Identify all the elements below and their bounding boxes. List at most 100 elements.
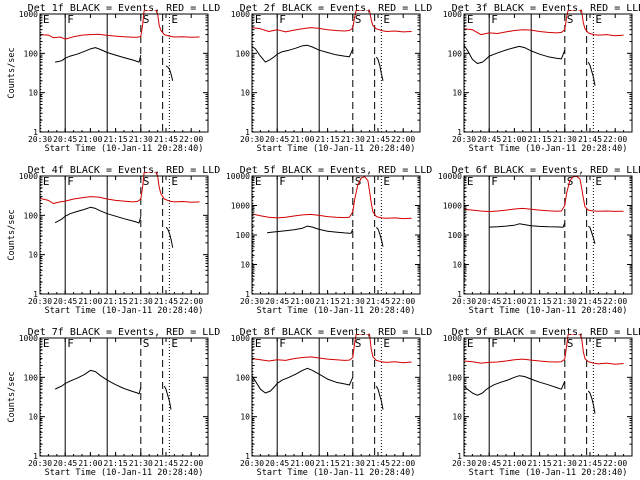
panel-7-events-line-1 [54, 369, 142, 395]
panel-9-xtick-label-4: 21:15 [528, 459, 552, 468]
panel-1-events-line-1 [55, 47, 142, 63]
panel-2-title: Det 2f BLACK = Events, RED = LLD [240, 3, 433, 14]
panel-7-xtick-label-3: 21:00 [78, 459, 102, 468]
panel-2-marker-label-4: S [355, 13, 362, 26]
panel-6-ytick-label-1: 1 [457, 290, 462, 299]
panel-9-xtick-label-5: 21:30 [553, 459, 577, 468]
panel-2-xtick-label-3: 21:00 [290, 135, 314, 144]
panel-8-marker-label-2: F [279, 337, 286, 350]
panel-1-xtick-label-6: 21:45 [154, 135, 178, 144]
panel-9-marker-label-6: E [595, 337, 602, 350]
panel-8-xtick-label-1: 20:30 [240, 459, 264, 468]
panel-2-xtick-label-7: 22:00 [391, 135, 415, 144]
panel-1-xtick-label-7: 22:00 [179, 135, 203, 144]
panel-8-xtick-label-4: 21:15 [316, 459, 340, 468]
panel-3-lld-line-3 [578, 10, 624, 37]
panel-1-xtick-label-5: 21:30 [129, 135, 153, 144]
panel-8-marker-label-1: E [255, 337, 262, 350]
panel-1-marker-label-6: E [171, 13, 178, 26]
panel-6-xlabel: Start Time (10-Jan-11 20:28:40) [469, 306, 628, 316]
panel-1-marker-label-2: F [67, 13, 74, 26]
panel-3-events-line-2 [587, 61, 596, 86]
panel-4-xtick-label-5: 21:30 [129, 297, 153, 306]
panel-3-ytick-label-1: 1 [457, 128, 462, 137]
panel-5-lld-line-1 [252, 176, 412, 220]
panel-1-ylabel: Counts/sec [7, 47, 17, 98]
panel-1-marker-label-1: E [43, 13, 50, 26]
panel-5-marker-label-6: E [383, 175, 390, 188]
panel-3-marker-label-6: E [595, 13, 602, 26]
panel-8-ytick-label-2: 10 [240, 413, 250, 422]
panel-7-xtick-label-1: 20:30 [28, 459, 52, 468]
panel-6-ytick-label-3: 100 [448, 231, 463, 240]
panel-1-marker-label-4: S [143, 13, 150, 26]
panel-9-ytick-label-4: 1000 [443, 334, 462, 343]
panel-2-marker-label-1: E [255, 13, 262, 26]
panel-5-marker-label-1: E [255, 175, 262, 188]
panel-8-marker-label-6: E [383, 337, 390, 350]
panel-3-xtick-label-4: 21:15 [528, 135, 552, 144]
panel-9-xtick-label-3: 21:00 [502, 459, 526, 468]
panel-7-xtick-label-4: 21:15 [104, 459, 128, 468]
panel-2-marker-label-2: F [279, 13, 286, 26]
panel-5-ytick-label-1: 1 [245, 290, 250, 299]
panel-4-xtick-label-1: 20:30 [28, 297, 52, 306]
panel-6-events-line-2 [587, 225, 596, 245]
panel-5-marker-label-2: F [279, 175, 286, 188]
panel-3-xlabel: Start Time (10-Jan-11 20:28:40) [469, 144, 628, 154]
panel-9-marker-label-4: S [567, 337, 574, 350]
panel-3-xtick-label-3: 21:00 [502, 135, 526, 144]
panel-4-ylabel: Counts/sec [7, 209, 17, 260]
panel-5-xlabel: Start Time (10-Jan-11 20:28:40) [257, 306, 416, 316]
panel-8-lld-line-1 [252, 356, 354, 362]
panel-5-marker-label-4: S [355, 175, 362, 188]
panel-7-marker-label-4: S [143, 337, 150, 350]
panel-6-xtick-label-4: 21:15 [528, 297, 552, 306]
panel-3-marker-label-1: E [467, 13, 474, 26]
panel-1-ytick-label-1: 1 [33, 128, 38, 137]
panel-6-xtick-label-6: 21:45 [578, 297, 602, 306]
panel-6-xtick-label-1: 20:30 [452, 297, 476, 306]
panel-7-ytick-label-2: 10 [28, 413, 38, 422]
panel-8-xtick-label-6: 21:45 [366, 459, 390, 468]
panel-5-xtick-label-4: 21:15 [316, 297, 340, 306]
panel-7-marker-label-1: E [43, 337, 50, 350]
panel-9-xtick-label-1: 20:30 [452, 459, 476, 468]
panel-1-lld-line-1 [40, 33, 141, 40]
panel-4-lld-line-2 [140, 172, 151, 200]
panel-6-marker-label-4: S [567, 175, 574, 188]
panel-5-ytick-label-2: 10 [240, 261, 250, 270]
panel-8-xtick-label-2: 20:45 [265, 459, 289, 468]
panel-6-marker-label-1: E [467, 175, 474, 188]
panel-7-xtick-label-7: 22:00 [179, 459, 203, 468]
panel-7-ytick-label-1: 1 [33, 452, 38, 461]
panel-8-lld-line-3 [366, 334, 412, 364]
panel-5-xtick-label-7: 22:00 [391, 297, 415, 306]
panel-3-xtick-label-7: 22:00 [603, 135, 627, 144]
panel-2-ytick-label-4: 1000 [231, 10, 250, 19]
panel-2-ytick-label-2: 10 [240, 89, 250, 98]
panel-8-events-line-2 [375, 385, 384, 410]
panel-1-xtick-label-4: 21:15 [104, 135, 128, 144]
panel-6-xtick-label-7: 22:00 [603, 297, 627, 306]
panel-4-xtick-label-7: 22:00 [179, 297, 203, 306]
panel-3-title: Det 3f BLACK = Events, RED = LLD [452, 3, 640, 14]
panel-3-xtick-label-5: 21:30 [553, 135, 577, 144]
panel-4-marker-label-6: E [171, 175, 178, 188]
panel-9-marker-label-2: F [491, 337, 498, 350]
panel-1-ytick-label-4: 1000 [19, 10, 38, 19]
panel-5-ytick-label-4: 1000 [231, 202, 250, 211]
panel-2-ytick-label-3: 100 [236, 49, 251, 58]
panel-7-ytick-label-3: 100 [24, 373, 39, 382]
panel-3-xtick-label-2: 20:45 [477, 135, 501, 144]
panel-1-ytick-label-2: 10 [28, 89, 38, 98]
panel-9-xtick-label-2: 20:45 [477, 459, 501, 468]
panel-7-xtick-label-6: 21:45 [154, 459, 178, 468]
panel-4-events-line-2 [165, 226, 174, 248]
panel-3-xtick-label-1: 20:30 [452, 135, 476, 144]
panel-9-xtick-label-6: 21:45 [578, 459, 602, 468]
